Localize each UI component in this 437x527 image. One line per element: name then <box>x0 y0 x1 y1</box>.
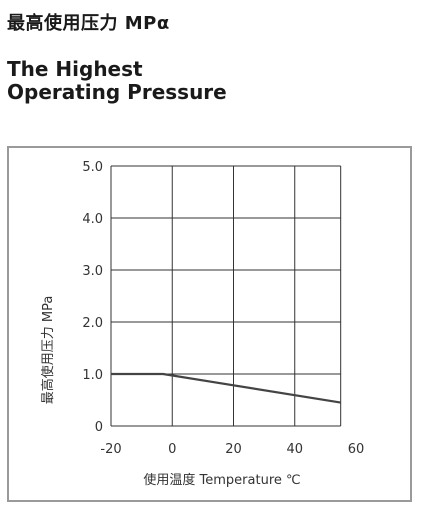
chart-title-en: The Highest Operating Pressure <box>7 58 227 104</box>
y-tick-label: 3.0 <box>82 264 103 279</box>
x-tick-label: 60 <box>348 442 365 457</box>
chart-title-en-line1: The Highest <box>7 57 143 81</box>
chart-title-cn: 最高使用压力 MPα <box>7 13 170 34</box>
x-tick-label: -20 <box>100 442 121 457</box>
x-tick-label: 20 <box>225 442 242 457</box>
x-tick-label: 40 <box>286 442 303 457</box>
y-axis-label: 最高使用压力 MPa <box>40 296 56 405</box>
y-tick-label: 0 <box>95 420 103 435</box>
x-axis-label: 使用温度 Temperature ℃ <box>143 472 300 488</box>
series-line-0 <box>111 372 341 404</box>
chart-frame <box>7 146 412 502</box>
y-tick-label: 2.0 <box>82 316 103 331</box>
y-tick-label: 4.0 <box>82 212 103 227</box>
y-tick-label: 5.0 <box>82 160 103 175</box>
x-tick-label: 0 <box>168 442 176 457</box>
y-tick-label: 1.0 <box>82 368 103 383</box>
chart-title-en-line2: Operating Pressure <box>7 80 227 104</box>
